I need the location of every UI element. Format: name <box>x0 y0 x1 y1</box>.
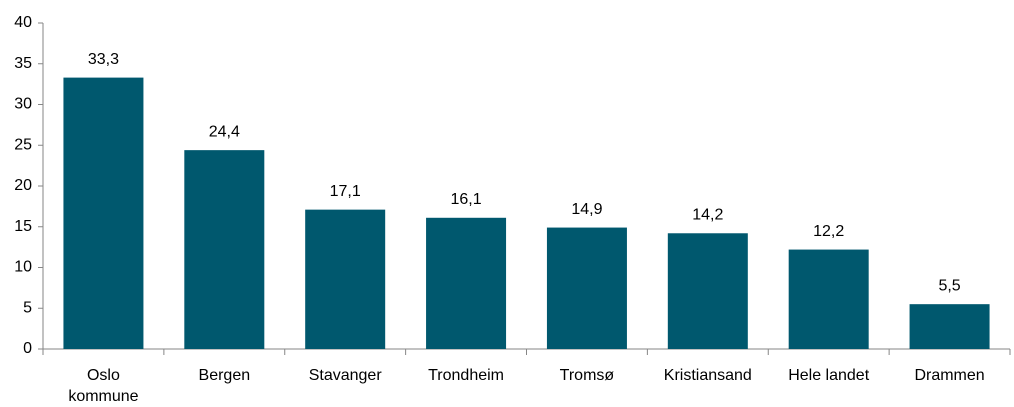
y-tick-label: 30 <box>14 96 32 113</box>
x-tick-label: Stavanger <box>309 367 383 384</box>
y-tick-label: 15 <box>14 218 32 235</box>
y-tick-label: 5 <box>23 299 32 316</box>
value-label: 5,5 <box>938 277 960 294</box>
y-tick-label: 0 <box>23 340 32 357</box>
bar <box>909 304 990 349</box>
x-tick-label: Hele landet <box>788 367 870 384</box>
x-tick-label: Oslo kommune <box>68 367 138 405</box>
value-label: 24,4 <box>209 123 240 140</box>
x-tick-label: Bergen <box>199 367 251 384</box>
x-tick-label: Drammen <box>914 367 984 384</box>
bar <box>546 227 627 349</box>
value-label: 12,2 <box>813 223 844 240</box>
bar <box>63 77 144 349</box>
y-tick-label: 20 <box>14 177 32 194</box>
bar <box>667 233 748 349</box>
bar <box>184 150 265 349</box>
y-tick-label: 35 <box>14 55 32 72</box>
x-tick-label: Kristiansand <box>664 367 752 384</box>
bar <box>305 209 386 349</box>
y-tick-label: 10 <box>14 259 32 276</box>
x-tick-label: Tromsø <box>560 367 615 384</box>
value-label: 14,9 <box>571 201 602 218</box>
value-label: 17,1 <box>330 183 361 200</box>
bar <box>426 217 507 349</box>
y-tick-label: 40 <box>14 14 32 31</box>
bar <box>788 249 869 349</box>
y-tick-label: 25 <box>14 136 32 153</box>
value-label: 14,2 <box>692 206 723 223</box>
x-tick-label: Trondheim <box>428 367 504 384</box>
value-label: 16,1 <box>450 191 481 208</box>
value-label: 33,3 <box>88 51 119 68</box>
